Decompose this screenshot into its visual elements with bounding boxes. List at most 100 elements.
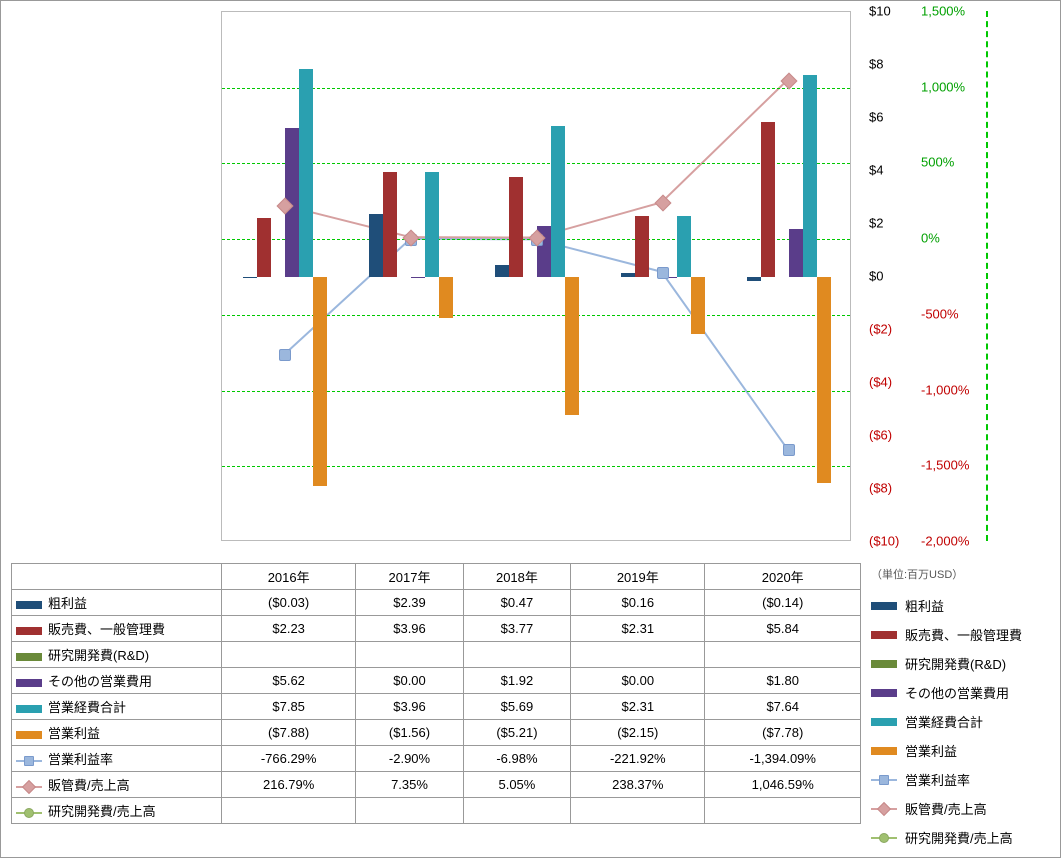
table-label-cell: 販売費、一般管理費 <box>12 616 222 642</box>
y2-tick-label: 500% <box>921 155 981 170</box>
table-cell: $1.92 <box>463 668 570 694</box>
y1-tick-label: ($6) <box>869 428 914 443</box>
chart-container: $10$8$6$4$2$0($2)($4)($6)($8)($10) 1,500… <box>0 0 1061 858</box>
bar-opinc <box>439 277 453 318</box>
bar-opinc <box>817 277 831 483</box>
bar-sga <box>761 122 775 277</box>
line-sgaratio <box>285 80 787 237</box>
table-cell: $0.00 <box>356 668 463 694</box>
row-label: 研究開発費/売上高 <box>48 804 156 819</box>
table-label-cell: 営業利益 <box>12 720 222 746</box>
legend-label: その他の営業費用 <box>905 683 1009 702</box>
legend-item: 研究開発費/売上高 <box>871 823 1056 852</box>
table-cell: $5.84 <box>705 616 861 642</box>
table-cell <box>463 642 570 668</box>
bar-opinc <box>313 277 327 486</box>
y1-tick-label: $0 <box>869 269 914 284</box>
legend-item: その他の営業費用 <box>871 678 1056 707</box>
row-label: その他の営業費用 <box>48 674 152 689</box>
bar-opex <box>299 69 313 277</box>
line-opmargin <box>285 239 787 449</box>
y2-tick-label: 1,500% <box>921 4 981 19</box>
legend-item: 販売費、一般管理費 <box>871 620 1056 649</box>
legend-label: 営業経費合計 <box>905 712 983 731</box>
table-label-cell: 研究開発費/売上高 <box>12 798 222 824</box>
bar-opex <box>425 172 439 277</box>
table-label-cell: 研究開発費(R&D) <box>12 642 222 668</box>
table-row: 粗利益($0.03)$2.39$0.47$0.16($0.14) <box>12 590 861 616</box>
table-header-empty <box>12 564 222 590</box>
legend-label: 販管費/売上高 <box>905 799 987 818</box>
legend-item: 粗利益 <box>871 591 1056 620</box>
table-label-cell: その他の営業費用 <box>12 668 222 694</box>
table-row: 営業経費合計$7.85$3.96$5.69$2.31$7.64 <box>12 694 861 720</box>
legend-label: 研究開発費(R&D) <box>905 654 1006 673</box>
table-cell: $7.64 <box>705 694 861 720</box>
y1-tick-label: $8 <box>869 57 914 72</box>
table-row: 販売費、一般管理費$2.23$3.96$3.77$2.31$5.84 <box>12 616 861 642</box>
table-row: 研究開発費/売上高 <box>12 798 861 824</box>
y1-tick-label: ($10) <box>869 534 914 549</box>
bar-gross <box>621 273 635 277</box>
table-row: 営業利益率-766.29%-2.90%-6.98%-221.92%-1,394.… <box>12 746 861 772</box>
table-col-header: 2016年 <box>222 564 356 590</box>
bar-gross <box>369 214 383 277</box>
y1-tick-label: ($2) <box>869 322 914 337</box>
table-cell <box>571 642 705 668</box>
legend-item: 営業経費合計 <box>871 707 1056 736</box>
bar-opex <box>551 126 565 277</box>
table-cell <box>463 798 570 824</box>
table-cell: $0.47 <box>463 590 570 616</box>
bar-gross <box>243 277 257 278</box>
legend-item: 研究開発費(R&D) <box>871 649 1056 678</box>
table-cell: $3.96 <box>356 694 463 720</box>
table-cell: -1,394.09% <box>705 746 861 772</box>
bar-sga <box>635 216 649 277</box>
table-cell: ($0.03) <box>222 590 356 616</box>
legend-label: 研究開発費/売上高 <box>905 828 1013 847</box>
row-label: 販売費、一般管理費 <box>48 622 165 637</box>
bar-gross <box>747 277 761 281</box>
table-cell: $7.85 <box>222 694 356 720</box>
table-row: 営業利益($7.88)($1.56)($5.21)($2.15)($7.78) <box>12 720 861 746</box>
table-col-header: 2020年 <box>705 564 861 590</box>
table-col-header: 2019年 <box>571 564 705 590</box>
table-cell: -6.98% <box>463 746 570 772</box>
table-cell: $0.16 <box>571 590 705 616</box>
y1-tick-label: ($4) <box>869 375 914 390</box>
table-cell: 7.35% <box>356 772 463 798</box>
table-cell: 5.05% <box>463 772 570 798</box>
gridline <box>222 88 850 89</box>
legend-label: 営業利益 <box>905 741 957 760</box>
marker-opmargin <box>783 444 795 456</box>
table-cell <box>222 642 356 668</box>
marker-opmargin <box>279 349 291 361</box>
bar-opex <box>803 75 817 277</box>
table-cell: $1.80 <box>705 668 861 694</box>
table-row: 販管費/売上高216.79%7.35%5.05%238.37%1,046.59% <box>12 772 861 798</box>
bar-gross <box>495 265 509 277</box>
table-cell: $2.31 <box>571 694 705 720</box>
row-label: 研究開発費(R&D) <box>48 648 149 663</box>
table-cell: ($2.15) <box>571 720 705 746</box>
gridline <box>222 163 850 164</box>
y2-tick-label: -2,000% <box>921 534 981 549</box>
table-cell <box>222 798 356 824</box>
bar-opinc <box>691 277 705 334</box>
bar-other <box>789 229 803 277</box>
y1-tick-label: ($8) <box>869 481 914 496</box>
table-cell: -766.29% <box>222 746 356 772</box>
y2-tick-label: -500% <box>921 306 981 321</box>
y1-tick-label: $10 <box>869 4 914 19</box>
row-label: 営業利益率 <box>48 752 113 767</box>
table-cell: $5.69 <box>463 694 570 720</box>
table-col-header: 2017年 <box>356 564 463 590</box>
table-label-cell: 営業利益率 <box>12 746 222 772</box>
table-cell: ($1.56) <box>356 720 463 746</box>
table-cell: -221.92% <box>571 746 705 772</box>
side-legend: 粗利益販売費、一般管理費研究開発費(R&D) その他の営業費用営業経費合計営業利益… <box>871 591 1056 852</box>
unit-label: （単位:百万USD） <box>871 566 963 582</box>
bar-opinc <box>565 277 579 415</box>
table-cell: ($7.88) <box>222 720 356 746</box>
table-cell: $2.31 <box>571 616 705 642</box>
